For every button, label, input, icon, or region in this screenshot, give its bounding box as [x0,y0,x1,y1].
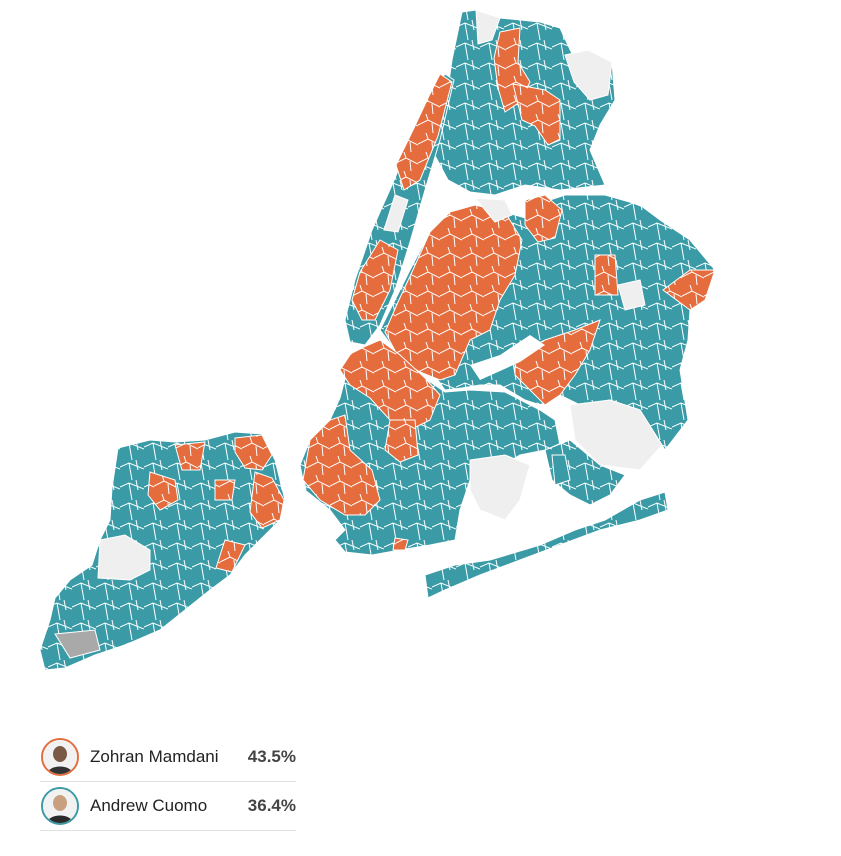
candidate-name: Zohran Mamdani [90,747,219,766]
candidate-photo-icon [41,787,79,825]
candidate-name: Andrew Cuomo [90,796,208,815]
nyc-results-map [39,9,716,671]
brooklyn-borough [299,339,561,556]
staten-island-borough [39,431,286,671]
legend-row-mamdani: Zohran Mamdani 43.5% [40,733,296,782]
jamaica-bay-area [424,439,669,599]
candidate-photo-icon [41,738,79,776]
queens-borough [379,194,716,471]
candidate-legend: Zohran Mamdani 43.5% Andrew Cuomo 36.4% [40,733,296,831]
legend-row-cuomo: Andrew Cuomo 36.4% [40,782,296,831]
bronx-borough [431,9,616,196]
candidate-percent: 43.5% [247,747,296,766]
manhattan-borough [344,73,455,346]
candidate-percent: 36.4% [247,796,296,815]
